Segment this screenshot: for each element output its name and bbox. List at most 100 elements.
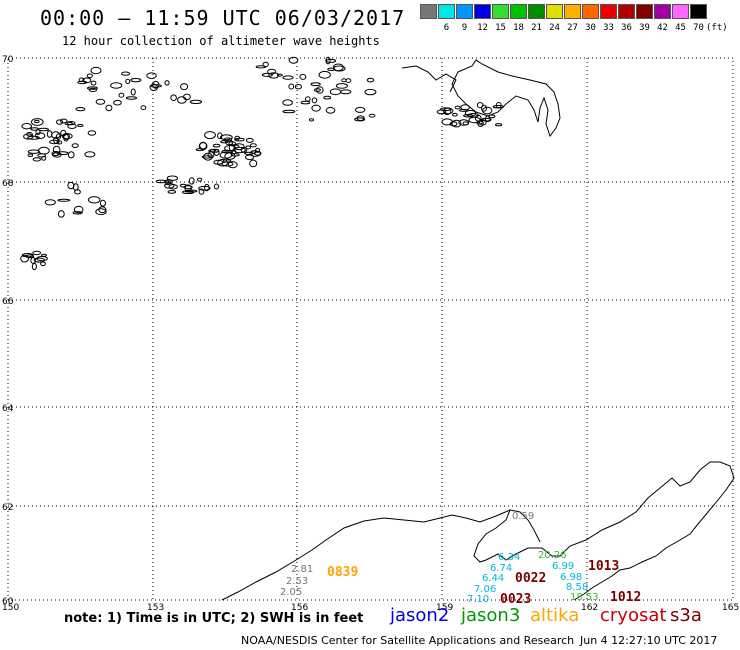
lake-outline bbox=[140, 105, 147, 111]
lake-outline bbox=[167, 190, 177, 194]
legend-label: 15 bbox=[495, 23, 506, 33]
pass-time-label: 1013 bbox=[588, 559, 619, 574]
lake-outline bbox=[72, 211, 83, 215]
lake-outline bbox=[110, 82, 123, 89]
pass-time-label: 1012 bbox=[610, 590, 641, 605]
lon-tick-label: 156 bbox=[291, 603, 308, 613]
lake-outline bbox=[452, 112, 458, 117]
legend-label: 36 bbox=[621, 23, 632, 33]
lake-outline bbox=[44, 199, 56, 206]
lake-outline bbox=[467, 112, 479, 118]
lake-outline bbox=[300, 100, 311, 105]
wave-height-reading: 6.99 bbox=[552, 561, 574, 572]
legend-label: 27 bbox=[567, 23, 578, 33]
lake-outline bbox=[95, 208, 107, 216]
lake-outline bbox=[299, 73, 307, 80]
lake-outline bbox=[90, 66, 102, 75]
legend-label: 45 bbox=[675, 23, 686, 33]
lake-outline bbox=[177, 96, 187, 104]
lake-outline bbox=[249, 150, 261, 157]
lat-tick-label: 66 bbox=[2, 297, 14, 307]
lake-outline bbox=[460, 104, 470, 111]
lake-outline bbox=[443, 107, 454, 115]
lake-outline bbox=[84, 151, 96, 158]
legend-label: 39 bbox=[639, 23, 650, 33]
lake-outline bbox=[49, 139, 60, 145]
lake-outline bbox=[197, 177, 203, 182]
lake-outline bbox=[345, 78, 352, 83]
lake-outline bbox=[198, 188, 205, 195]
lake-outline bbox=[462, 121, 469, 126]
lake-outline bbox=[164, 80, 170, 86]
legend-swatch bbox=[690, 4, 707, 19]
lake-outline bbox=[482, 106, 493, 115]
lake-outline bbox=[245, 145, 251, 150]
lake-outline bbox=[253, 151, 262, 156]
lake-outline bbox=[481, 117, 492, 122]
lake-outline bbox=[32, 250, 42, 256]
satellite-name: jason3 bbox=[461, 605, 521, 626]
lake-outline bbox=[230, 153, 240, 157]
lon-tick-label: 162 bbox=[581, 603, 598, 613]
lake-outline bbox=[118, 92, 125, 98]
lake-outline bbox=[67, 181, 75, 190]
lake-outline bbox=[125, 96, 138, 100]
lake-outline bbox=[36, 256, 48, 262]
lake-outline bbox=[318, 70, 331, 79]
lake-outline bbox=[146, 72, 157, 79]
legend-label: 21 bbox=[531, 23, 542, 33]
lake-outline bbox=[23, 133, 34, 140]
lake-outline bbox=[481, 104, 487, 112]
lake-outline bbox=[130, 88, 136, 96]
lake-outline bbox=[90, 80, 97, 86]
lake-outline bbox=[63, 133, 69, 142]
lat-tick-label: 70 bbox=[2, 55, 14, 65]
lake-outline bbox=[188, 177, 195, 185]
lake-outline bbox=[233, 144, 240, 149]
legend-swatch bbox=[510, 4, 527, 19]
lake-outline bbox=[288, 83, 295, 90]
wave-height-reading: 2.53 bbox=[286, 576, 308, 587]
lake-outline bbox=[282, 75, 294, 80]
satellite-name: altika bbox=[530, 605, 580, 626]
lake-outline bbox=[492, 105, 505, 109]
lake-outline bbox=[341, 78, 347, 83]
lake-outline bbox=[340, 89, 352, 95]
lake-outline bbox=[34, 119, 40, 124]
lake-outline bbox=[183, 185, 193, 190]
map-frame bbox=[7, 57, 734, 601]
legend-label: 18 bbox=[513, 23, 524, 33]
lake-outline bbox=[495, 123, 503, 127]
legend-swatch bbox=[582, 4, 599, 19]
lake-outline bbox=[25, 254, 35, 259]
wave-height-reading: 20.26 bbox=[538, 550, 567, 561]
pass-time-label: 0839 bbox=[327, 565, 358, 580]
lake-outline bbox=[267, 68, 277, 75]
lake-outline bbox=[227, 161, 238, 169]
lake-outline bbox=[282, 109, 296, 114]
lake-outline bbox=[308, 118, 315, 122]
lake-outline bbox=[316, 86, 324, 94]
lake-outline bbox=[38, 146, 50, 155]
lake-outline bbox=[282, 99, 293, 106]
lake-outline bbox=[60, 118, 68, 124]
lake-outline bbox=[441, 118, 453, 126]
satellite-name: jason2 bbox=[390, 605, 450, 626]
generated-timestamp: Jun 4 12:27:10 UTC 2017 bbox=[580, 634, 718, 647]
lake-outline bbox=[57, 210, 65, 218]
lake-outline bbox=[325, 56, 331, 65]
lake-outline bbox=[183, 93, 191, 101]
legend-label: 70 bbox=[693, 23, 704, 33]
lake-outline bbox=[56, 140, 63, 145]
wave-height-reading: 2.05 bbox=[280, 587, 302, 598]
lat-tick-label: 62 bbox=[2, 503, 13, 513]
lat-lon-grid: 150 153 156 159 162 165 70 68 66 64 62 60 bbox=[2, 55, 739, 613]
coastline-kamchatka-north bbox=[221, 461, 735, 601]
lake-outline bbox=[52, 145, 61, 154]
coastline-gizhiga-bay bbox=[509, 509, 541, 543]
footer-note: note: 1) Time is in UTC; 2) SWH is in fe… bbox=[64, 611, 364, 626]
lake-outline bbox=[77, 124, 84, 127]
wave-height-reading: 7.10 bbox=[467, 594, 489, 605]
wave-height-reading: 18.53 bbox=[570, 592, 599, 603]
